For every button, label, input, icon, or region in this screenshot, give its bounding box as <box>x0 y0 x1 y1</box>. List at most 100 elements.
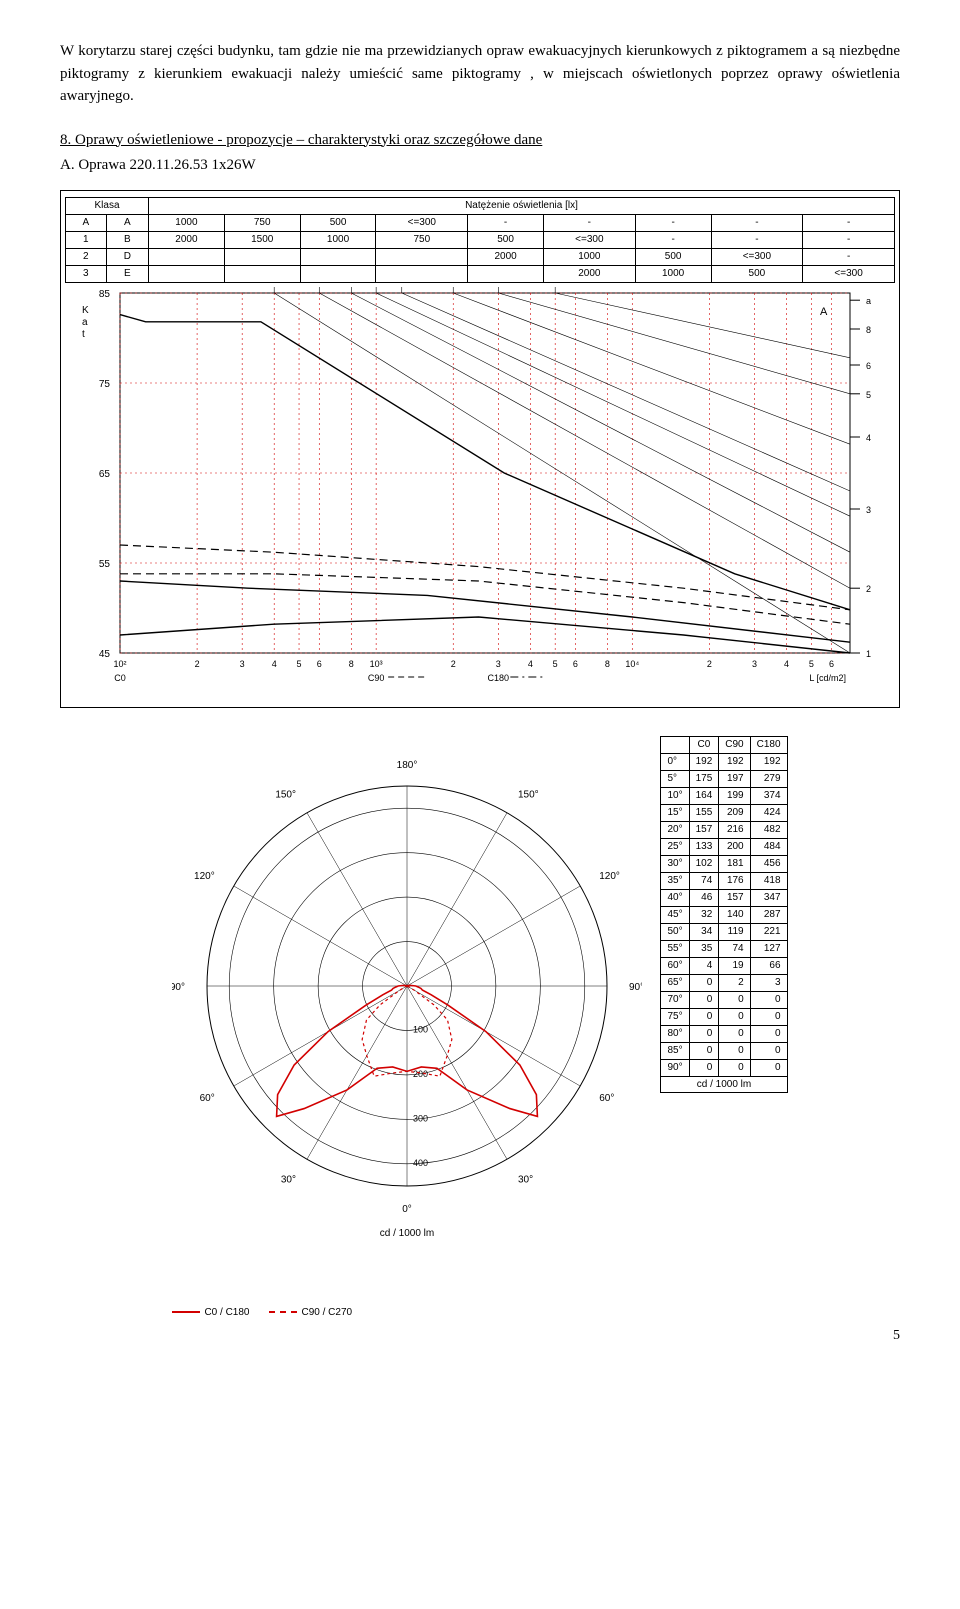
polar-cell: 0 <box>719 1008 750 1025</box>
legend-label: C90 / C270 <box>301 1307 352 1318</box>
svg-text:6: 6 <box>317 659 322 669</box>
svg-text:3: 3 <box>240 659 245 669</box>
svg-text:10⁴: 10⁴ <box>625 659 639 669</box>
polar-cell: 176 <box>719 872 750 889</box>
svg-text:400: 400 <box>413 1157 428 1167</box>
glare-cell: - <box>803 214 895 231</box>
glare-cell: <=300 <box>803 265 895 282</box>
glare-table-head-right: Natężenie oświetlenia [lx] <box>148 197 894 214</box>
polar-cell: 347 <box>750 889 787 906</box>
svg-text:60°: 60° <box>600 1093 615 1104</box>
polar-cell: 484 <box>750 838 787 855</box>
svg-text:cd / 1000 lm: cd / 1000 lm <box>380 1228 434 1239</box>
polar-cell: 192 <box>689 753 719 770</box>
polar-cell: 3 <box>750 974 787 991</box>
svg-text:4: 4 <box>528 659 533 669</box>
polar-cell: 35 <box>689 940 719 957</box>
svg-text:3: 3 <box>866 505 871 515</box>
polar-cell: 209 <box>719 804 750 821</box>
polar-cell: 70° <box>661 991 689 1008</box>
polar-cell: 140 <box>719 906 750 923</box>
svg-text:30°: 30° <box>518 1174 533 1185</box>
polar-cell: 287 <box>750 906 787 923</box>
svg-text:55: 55 <box>99 559 111 570</box>
legend-label: C0 / C180 <box>204 1307 269 1318</box>
glare-cell <box>148 248 224 265</box>
svg-text:4: 4 <box>272 659 277 669</box>
svg-text:30°: 30° <box>281 1174 296 1185</box>
svg-text:A: A <box>820 306 828 318</box>
glare-cell: 1000 <box>148 214 224 231</box>
polar-cell: 0 <box>750 991 787 1008</box>
page-number: 5 <box>60 1328 900 1344</box>
svg-text:8: 8 <box>866 325 871 335</box>
glare-table-head-klasa: Klasa <box>66 197 149 214</box>
glare-cell: 500 <box>635 248 711 265</box>
svg-text:60°: 60° <box>200 1093 215 1104</box>
glare-cell: - <box>803 248 895 265</box>
polar-col-head: C180 <box>750 736 787 753</box>
glare-cell: A <box>66 214 107 231</box>
polar-cell: 0 <box>750 1059 787 1076</box>
polar-svg-chart: 100200300400180°150°150°120°120°90°90°60… <box>172 736 642 1296</box>
polar-cell: 155 <box>689 804 719 821</box>
glare-cell <box>224 248 300 265</box>
polar-cell: 90° <box>661 1059 689 1076</box>
polar-cell: 0 <box>689 1025 719 1042</box>
glare-cell: - <box>711 231 803 248</box>
polar-legend: C0 / C180 C90 / C270 <box>172 1307 642 1318</box>
glare-svg-chart: 8575655545Kat10²23456810³23456810⁴23456C… <box>65 283 895 703</box>
polar-cell: 0 <box>750 1042 787 1059</box>
svg-text:65: 65 <box>99 469 111 480</box>
polar-cell: 0 <box>689 1008 719 1025</box>
glare-cell: 2000 <box>544 265 636 282</box>
glare-cell: <=300 <box>544 231 636 248</box>
glare-cell: - <box>544 214 636 231</box>
polar-cell: 19 <box>719 957 750 974</box>
svg-text:2: 2 <box>866 584 871 594</box>
svg-text:6: 6 <box>573 659 578 669</box>
glare-cell <box>300 248 376 265</box>
polar-cell: 74 <box>719 940 750 957</box>
svg-text:100: 100 <box>413 1024 428 1034</box>
svg-text:90°: 90° <box>629 982 642 993</box>
svg-text:10³: 10³ <box>370 659 383 669</box>
svg-text:120°: 120° <box>195 871 216 882</box>
glare-cell: A <box>106 214 148 231</box>
svg-text:180°: 180° <box>397 760 418 771</box>
polar-cell: 15° <box>661 804 689 821</box>
glare-cell <box>224 265 300 282</box>
svg-text:10²: 10² <box>113 659 126 669</box>
polar-data-table: C0C90C180 0°1921921925°17519727910°16419… <box>660 736 787 1077</box>
glare-cell <box>468 265 544 282</box>
glare-cell: 2000 <box>148 231 224 248</box>
glare-cell: 500 <box>300 214 376 231</box>
svg-text:0°: 0° <box>403 1204 413 1215</box>
polar-cell: 199 <box>719 787 750 804</box>
svg-text:t: t <box>82 329 85 340</box>
glare-cell: 1 <box>66 231 107 248</box>
polar-cell: 0 <box>719 1059 750 1076</box>
svg-text:2: 2 <box>195 659 200 669</box>
glare-cell: - <box>803 231 895 248</box>
polar-cell: 0 <box>750 1025 787 1042</box>
glare-cell <box>300 265 376 282</box>
polar-cell: 279 <box>750 770 787 787</box>
glare-cell: 1500 <box>224 231 300 248</box>
svg-text:2: 2 <box>707 659 712 669</box>
polar-cell: 2 <box>719 974 750 991</box>
svg-text:85: 85 <box>99 289 111 300</box>
svg-text:C180: C180 <box>488 673 510 683</box>
glare-cell: E <box>106 265 148 282</box>
svg-text:L [cd/m2]: L [cd/m2] <box>809 673 846 683</box>
polar-cell: 4 <box>689 957 719 974</box>
intro-paragraph: W korytarzu starej części budynku, tam g… <box>60 40 900 108</box>
svg-text:4: 4 <box>784 659 789 669</box>
glare-cell: 2000 <box>468 248 544 265</box>
polar-cell: 65° <box>661 974 689 991</box>
glare-cell: - <box>711 214 803 231</box>
svg-text:150°: 150° <box>518 789 539 800</box>
polar-col-head: C90 <box>719 736 750 753</box>
svg-text:1: 1 <box>866 649 871 659</box>
polar-cell: 50° <box>661 923 689 940</box>
